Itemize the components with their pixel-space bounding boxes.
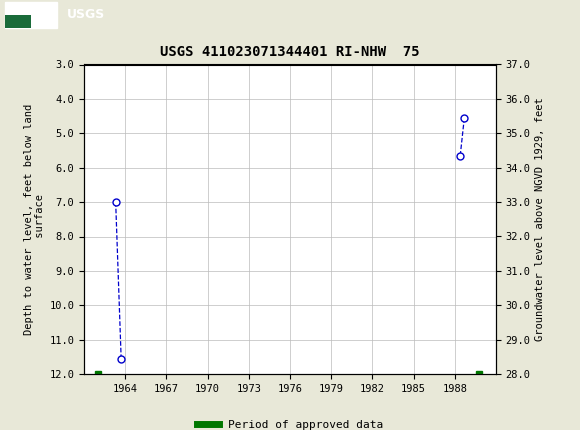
- Legend: Period of approved data: Period of approved data: [193, 415, 387, 430]
- Title: USGS 411023071344401 RI-NHW  75: USGS 411023071344401 RI-NHW 75: [160, 45, 420, 59]
- Text: USGS: USGS: [67, 8, 105, 22]
- FancyBboxPatch shape: [5, 3, 57, 28]
- Y-axis label: Depth to water level, feet below land
 surface: Depth to water level, feet below land su…: [24, 104, 45, 335]
- Y-axis label: Groundwater level above NGVD 1929, feet: Groundwater level above NGVD 1929, feet: [535, 98, 545, 341]
- FancyBboxPatch shape: [5, 15, 31, 28]
- FancyBboxPatch shape: [5, 3, 31, 15]
